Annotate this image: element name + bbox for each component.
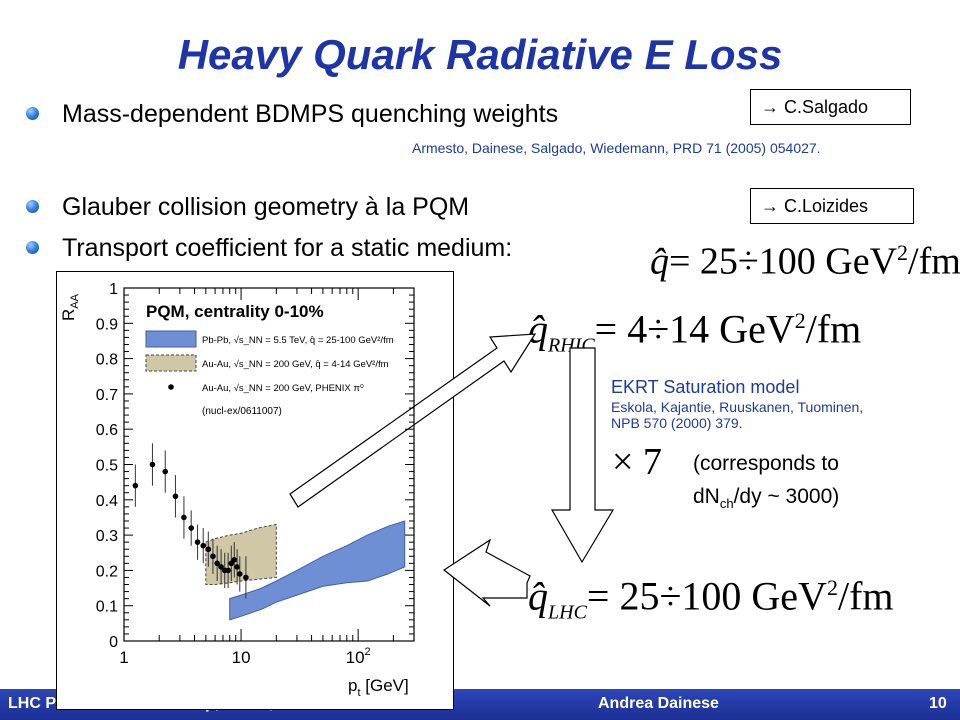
legend-marker (168, 384, 174, 390)
phenix-point (149, 461, 156, 468)
x-tick-label: 1 (119, 648, 128, 667)
legend-swatch (145, 330, 197, 348)
plot-frame (56, 271, 454, 710)
phenix-point (188, 525, 195, 531)
phenix-point (200, 542, 207, 549)
qhat-symbol: q̂ (650, 240, 669, 283)
main-formula-unit: /fm (908, 240, 960, 283)
dy-text: /dy ~ 3000) (733, 485, 840, 508)
lhc-formula-value: = 25÷100 GeV (586, 573, 827, 619)
phenix-point (234, 564, 240, 570)
y-tick-label: 0.9 (96, 316, 118, 333)
salgado-box: → C.Salgado (750, 89, 911, 125)
phenix-point (181, 514, 187, 521)
rhic-formula-exp: 2 (794, 308, 806, 333)
corresponds-line-1: (corresponds to (693, 452, 839, 475)
ekrt-journal: NPB 570 (2000) 379. (611, 415, 743, 431)
x-axis-label: pt [GeV] (348, 676, 409, 699)
chart-title: PQM, centrality 0-10% (146, 302, 324, 321)
ch-subscript: ch (719, 496, 734, 512)
footer-author: Andrea Dainese (598, 695, 719, 712)
phenix-point (243, 574, 249, 581)
y-tick-label: 0 (109, 634, 118, 651)
arrow-to-rhic (289, 333, 537, 508)
times-seven: × 7 (612, 441, 662, 483)
phenix-point (162, 468, 169, 475)
phenix-point (210, 553, 216, 560)
phenix-point (214, 560, 220, 567)
y-tick-label: 0.3 (96, 528, 118, 545)
bullet-icon (26, 200, 39, 213)
main-formula-exp: 2 (897, 240, 909, 265)
lhc-subscript: LHC (548, 601, 587, 624)
arrow-to-plot (442, 538, 531, 607)
bullet-icon (26, 107, 39, 120)
phenix-point (236, 571, 243, 577)
y-tick-label: 0.8 (96, 352, 118, 369)
main-formula: q̂= 25÷100 GeV2/fm (650, 231, 960, 284)
y-tick-label: 1 (109, 281, 118, 298)
y-tick-label: 0.7 (96, 387, 118, 404)
y-tick-label: 0.4 (96, 493, 118, 510)
legend-note: (nucl-ex/0611007) (202, 406, 282, 417)
arrow-down (550, 347, 615, 564)
y-axis-label: RAA (59, 293, 81, 321)
y-tick-label: 0.5 (96, 458, 118, 475)
rhic-formula: q̂RHIC= 4÷14 GeV2/fm (528, 298, 861, 368)
x-tick-label: 102 (346, 646, 371, 667)
legend-label: Au-Au, √s_NN = 200 GeV, q̂ = 4-14 GeV²/f… (202, 359, 389, 370)
phenix-point (231, 557, 238, 563)
lhc-formula-exp: 2 (826, 575, 838, 600)
bullet-text-3: Transport coefficient for a static mediu… (62, 234, 513, 262)
phenix-point (205, 546, 212, 553)
loizides-box: → C.Loizides (750, 188, 914, 224)
corresponds-line-2: dNch/dy ~ 3000) (693, 485, 839, 511)
legend-swatch (145, 354, 197, 372)
legend-label: Au-Au, √s_NN = 200 GeV, PHENIX π⁰ (202, 383, 364, 394)
phenix-point (194, 539, 201, 545)
chart-axes: 0 0.1 0.2 0.3 0.4 0.5 0.6 0.7 0.8 0.9 1 1 10 102 RAA pt… (59, 281, 415, 699)
y-tick-label: 0.2 (96, 563, 118, 580)
y-tick-label: 0.6 (96, 422, 118, 439)
bullet-text-1: Mass-dependent BDMPS quenching weights (62, 100, 559, 128)
x-tick-label: 10 (232, 648, 251, 667)
phenix-point (218, 564, 224, 570)
page-number: 10 (929, 695, 947, 712)
main-formula-value: = 25÷100 GeV (669, 240, 898, 283)
band-pbpb (229, 520, 406, 621)
rhic-formula-value: = 4÷14 GeV (594, 306, 795, 352)
chart-legend: PQM, centrality 0-10% Pb-Pb, √s_NN = 5.5 … (145, 302, 394, 417)
phenix-point (225, 567, 231, 574)
qhat-symbol: q̂ (528, 306, 548, 352)
y-tick-label: 0.1 (96, 599, 118, 616)
lhc-formula: q̂LHC= 25÷100 GeV2/fm (528, 565, 894, 635)
dn-text: dN (693, 485, 720, 508)
ekrt-authors: Eskola, Kajantie, Ruuskanen, Tuominen, (611, 399, 864, 415)
lhc-formula-unit: /fm (837, 573, 894, 619)
chart-bands (205, 520, 406, 621)
legend-label: Pb-Pb, √s_NN = 5.5 TeV, q̂ = 25-100 GeV²… (202, 335, 394, 346)
phenix-point (172, 493, 179, 500)
reference-citation: Armesto, Dainese, Salgado, Wiedemann, PR… (412, 140, 821, 156)
rhic-formula-unit: /fm (805, 306, 862, 352)
qhat-symbol: q̂ (528, 573, 548, 619)
bullet-icon (26, 241, 39, 254)
ekrt-title: EKRT Saturation model (611, 377, 800, 397)
chart-points (132, 443, 249, 599)
slide-title: Heavy Quark Radiative E Loss (177, 31, 783, 78)
bullet-text-2: Glauber collision geometry à la PQM (62, 193, 470, 221)
raa-chart: 0 0.1 0.2 0.3 0.4 0.5 0.6 0.7 0.8 0.9 1 1 10 102 RAA pt… (59, 281, 415, 699)
phenix-point (132, 482, 139, 489)
